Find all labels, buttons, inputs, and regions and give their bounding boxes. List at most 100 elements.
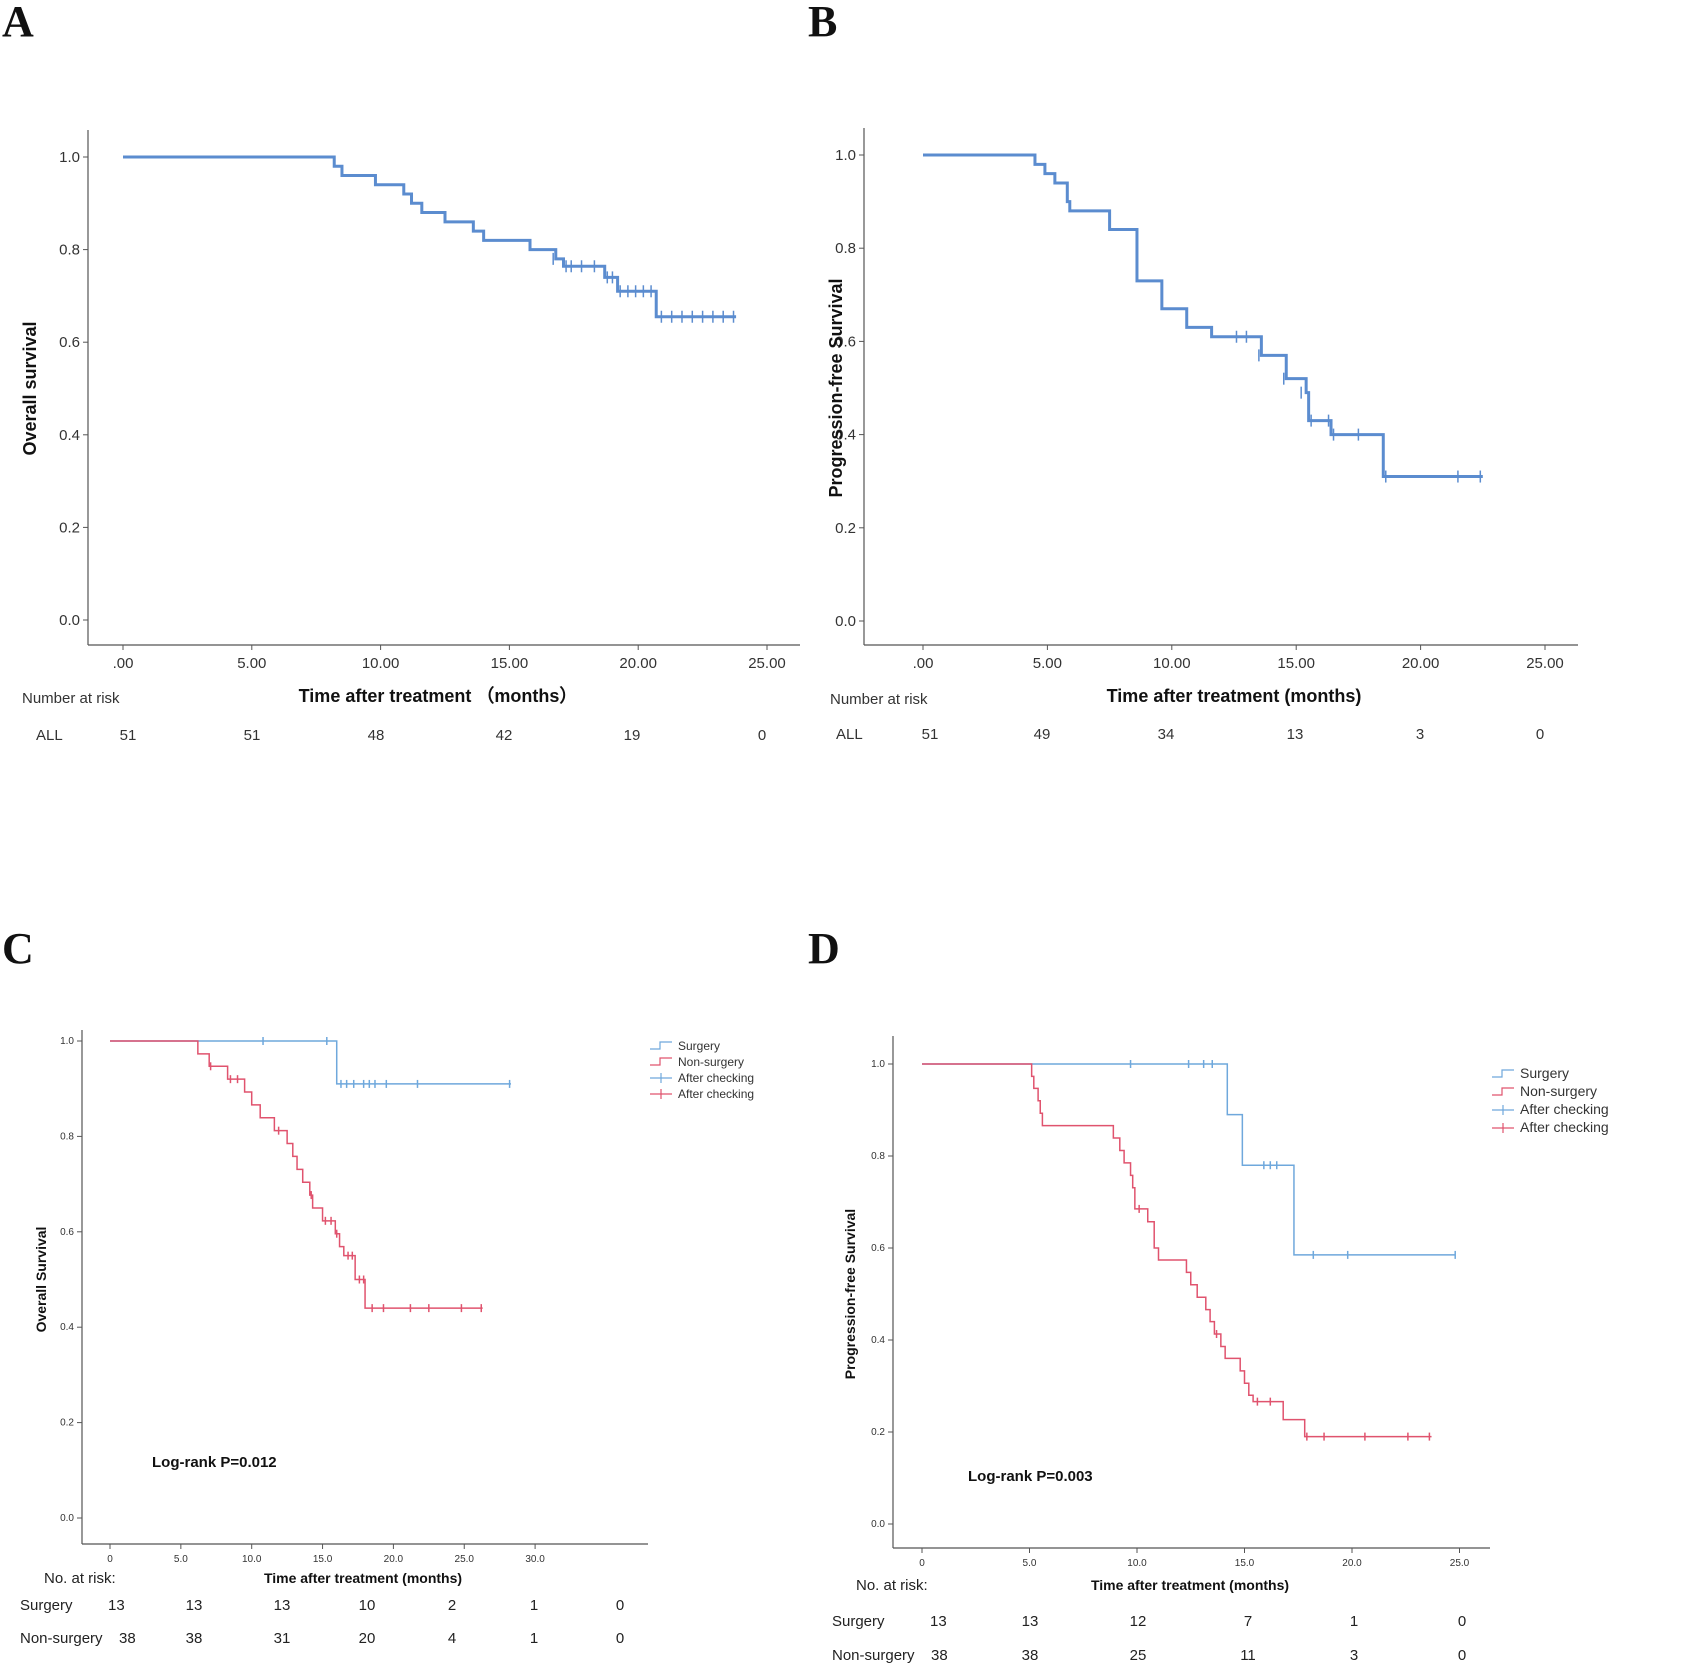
y-tick-label: 0.2 (835, 520, 856, 537)
risk-value: 1 (1350, 1613, 1358, 1630)
legend-swatch (1492, 1087, 1514, 1096)
y-tick-label: 0.6 (59, 334, 80, 351)
legend-swatch (650, 1057, 672, 1066)
risk-value: 0 (616, 1630, 624, 1647)
x-tick-label: .00 (913, 655, 934, 672)
risk-value: 2 (448, 1597, 456, 1614)
x-tick-label: 20.0 (384, 1554, 404, 1565)
risk-value: 1 (530, 1597, 538, 1614)
y-tick-label: 0.6 (871, 1243, 885, 1254)
y-tick-label: 0.0 (60, 1513, 74, 1524)
y-axis-title: Overall survival (20, 321, 40, 455)
panel-letter: C (2, 924, 34, 973)
panel-D: D 0.0 0.2 0.4 0.6 0.8 1.0 0 5.0 10.0 15.0 20.0 25.0 P… (808, 924, 1609, 1664)
panel-C: C 0.0 0.2 0.4 0.6 0.8 1.0 0 5.0 10.0 15.0 20.0 25.0 3… (2, 924, 754, 1647)
risk-value: 0 (616, 1597, 624, 1614)
risk-value: 4 (448, 1630, 456, 1647)
risk-value: 7 (1244, 1613, 1252, 1630)
risk-row-label: ALL (36, 727, 63, 744)
risk-value: 13 (186, 1597, 203, 1614)
y-tick-label: 0.4 (60, 1322, 74, 1333)
y-axis-title: Progression-free Survival (842, 1209, 858, 1379)
y-tick-label: 0.4 (835, 427, 856, 444)
panel-letter: B (808, 0, 837, 46)
y-tick-label: 0.6 (60, 1227, 74, 1238)
risk-value: 51 (244, 727, 261, 744)
series-line-all (123, 155, 737, 319)
risk-value: 38 (186, 1630, 203, 1647)
risk-value: 0 (1458, 1613, 1466, 1630)
risk-value: 13 (1022, 1613, 1039, 1630)
risk-row-label: Surgery (20, 1597, 73, 1614)
risk-value: 31 (274, 1630, 291, 1647)
risk-row-first: 38 (931, 1647, 948, 1664)
x-tick-label: 25.00 (1526, 655, 1564, 672)
y-tick-label: 1.0 (60, 1036, 74, 1047)
x-tick-label: 25.0 (455, 1554, 475, 1565)
x-tick-label: 20.00 (619, 655, 657, 672)
y-tick-label: 0.8 (60, 1131, 74, 1142)
x-tick-label: .00 (113, 655, 134, 672)
risk-row-first: 13 (108, 1597, 125, 1614)
series-line-all (923, 153, 1483, 479)
y-tick-label: 0.0 (835, 613, 856, 630)
x-tick-label: 5.0 (1023, 1558, 1037, 1569)
legend-label: Surgery (1520, 1065, 1569, 1081)
legend-label: After checking (1520, 1101, 1609, 1117)
risk-value: 0 (1536, 726, 1544, 743)
y-tick-label: 1.0 (59, 149, 80, 166)
series-line-surgery (110, 1040, 512, 1085)
x-tick-label: 5.00 (237, 655, 266, 672)
x-tick-label: 30.0 (525, 1554, 545, 1565)
y-tick-label: 0.2 (59, 519, 80, 536)
y-tick-label: 0.8 (835, 240, 856, 257)
risk-value: 12 (1130, 1613, 1147, 1630)
y-tick-label: 0.6 (835, 333, 856, 350)
x-tick-label: 10.00 (362, 655, 400, 672)
y-tick-label: 0.2 (60, 1418, 74, 1429)
x-tick-label: 25.0 (1450, 1558, 1470, 1569)
risk-value: 0 (1458, 1647, 1466, 1664)
risk-row-label: Surgery (832, 1613, 885, 1630)
risk-value: 3 (1416, 726, 1424, 743)
x-axis-title: Time after treatment （months） (299, 686, 578, 706)
x-tick-label: 15.0 (313, 1554, 333, 1565)
x-tick-label: 0 (107, 1554, 113, 1565)
x-tick-label: 10.00 (1153, 655, 1191, 672)
x-tick-label: 15.00 (1277, 655, 1315, 672)
risk-value: 0 (758, 727, 766, 744)
y-tick-label: 1.0 (871, 1059, 885, 1070)
legend-label: After checking (678, 1087, 754, 1101)
risk-value: 48 (368, 727, 385, 744)
series-line-non-surgery (110, 1040, 483, 1309)
x-axis-title: Time after treatment (months) (1091, 1577, 1289, 1593)
y-tick-label: 0.4 (59, 427, 80, 444)
risk-value: 10 (359, 1597, 376, 1614)
y-tick-label: 0.0 (871, 1519, 885, 1530)
risk-value: 25 (1130, 1647, 1147, 1664)
x-tick-label: 10.0 (1127, 1558, 1147, 1569)
risk-value: 19 (624, 727, 641, 744)
y-axis-title: Overall Survival (33, 1227, 49, 1333)
legend-swatch (650, 1041, 672, 1050)
x-axis-title: Time after treatment (months) (264, 1570, 462, 1586)
risk-row-label: ALL (836, 726, 863, 743)
risk-value: 1 (530, 1630, 538, 1647)
x-tick-label: 20.0 (1342, 1558, 1362, 1569)
y-tick-label: 0.0 (59, 612, 80, 629)
risk-value: 38 (1022, 1647, 1039, 1664)
x-tick-label: 25.00 (748, 655, 786, 672)
risk-title: Number at risk (830, 691, 928, 708)
risk-row-label: Non-surgery (832, 1647, 915, 1664)
panel-A: A 0.0 0.2 0.4 0.6 0.8 1.0 .00 5.00 10.00 15.00 20.0… (2, 0, 800, 744)
risk-value: 13 (1287, 726, 1304, 743)
risk-value: 49 (1034, 726, 1051, 743)
risk-value: 20 (359, 1630, 376, 1647)
legend-label: After checking (678, 1071, 754, 1085)
risk-title: No. at risk: (856, 1577, 928, 1594)
y-tick-label: 0.2 (871, 1427, 885, 1438)
legend-label: Non-surgery (678, 1055, 744, 1069)
risk-row-label: Non-surgery (20, 1630, 103, 1647)
risk-title: No. at risk: (44, 1570, 116, 1587)
